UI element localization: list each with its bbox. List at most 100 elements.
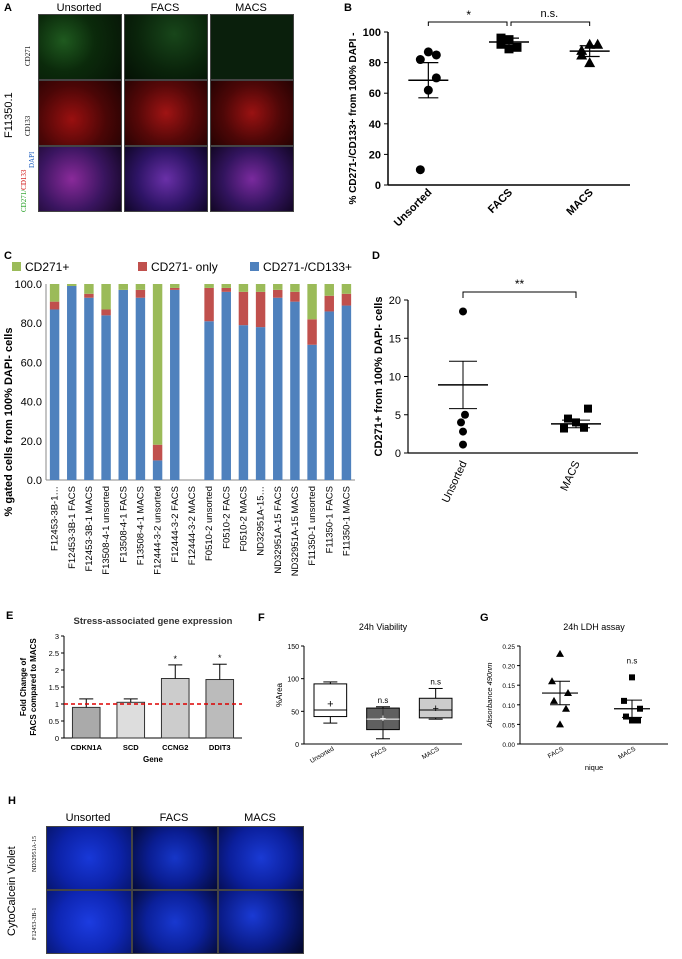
b-ytick-label: 20 <box>369 149 381 161</box>
c-bar-segment <box>341 305 352 480</box>
micrograph-h-r1-unsorted <box>46 826 132 890</box>
panel-d-chart: 0 5 10 15 20 Unsorted MACS ** CD271+ from 100% D… <box>373 277 638 505</box>
c-bar-segment <box>170 289 180 480</box>
c-bar-segment <box>255 284 266 292</box>
panel-b-chart: 0 20 40 60 80 100 Unsorted FACS MACS * n.s. % CD271… <box>348 8 630 229</box>
c-bar-segment <box>290 291 300 302</box>
panel-h-side-label: CytoCalcein Violet <box>6 846 18 936</box>
c-bar-segment <box>290 301 300 480</box>
panel-a-row-merge: CD271/CD133 <box>20 169 28 212</box>
f-ylabel: %Area <box>275 682 284 707</box>
panel-g-chart: 24h LDH assay 0.00 0.05 0.10 0.15 0.20 0.25 FAC… <box>485 622 668 772</box>
g-xtick-label: FACS <box>547 745 566 760</box>
c-xtick-label: F12444-3-2 MACS <box>187 486 198 565</box>
c-bar-segment <box>324 311 334 480</box>
c-xtick-label: F11350-1 MACS <box>341 486 352 556</box>
c-ytick-label: 40.0 <box>21 397 42 409</box>
f-xtick-label: MACS <box>421 745 441 761</box>
micrograph-merge-facs <box>124 146 208 212</box>
micrograph-h-r2-facs <box>132 890 218 954</box>
b-ytick-label: 40 <box>369 119 381 131</box>
c-bar-segment <box>238 284 249 292</box>
e-annotation: * <box>218 653 222 663</box>
panel-a-sample-label: F11350.1 <box>3 92 15 138</box>
c-bar-segment <box>135 284 146 290</box>
f-mean-marker: + <box>432 703 438 715</box>
b-point <box>415 55 425 65</box>
c-xtick-label: F11350-1 unsorted <box>307 486 318 566</box>
c-ytick-label: 0.0 <box>27 475 42 487</box>
c-bar-segment <box>290 284 300 292</box>
micrograph-h-r1-facs <box>132 826 218 890</box>
d-ytick-label: 15 <box>389 333 401 345</box>
e-xtick-label: DDIT3 <box>209 743 231 752</box>
c-bar-segment <box>170 284 180 288</box>
panel-a-row-dapi: DAPI <box>28 151 36 168</box>
d-point <box>457 418 465 427</box>
f-xtick-label: Unsorted <box>309 745 336 764</box>
c-xtick-label: ND32951A-15… <box>256 486 267 556</box>
f-ytick-label: 150 <box>287 644 299 651</box>
f-ytick-label: 0 <box>295 742 299 749</box>
b-annotation-sig: * <box>466 8 471 22</box>
panel-h-col-macs: MACS <box>244 812 276 824</box>
micrograph-cd271-facs <box>124 14 208 80</box>
c-bar-segment <box>221 287 231 292</box>
g-ytick-label: 0.25 <box>502 644 515 651</box>
panel-letter-g: G <box>480 612 489 624</box>
c-xtick-label: F0510-2 FACS <box>221 486 232 549</box>
f-mean-marker: + <box>380 713 386 725</box>
c-bar-segment <box>152 284 163 445</box>
e-ylabel-line1: Fold Change of <box>19 658 28 717</box>
c-bar-segment <box>135 297 146 480</box>
g-point <box>623 713 629 720</box>
c-bar-segment <box>152 460 163 480</box>
c-bar-segment <box>255 291 266 328</box>
e-bar <box>71 706 101 739</box>
e-title: Stress-associated gene expression <box>74 616 233 627</box>
panel-h-row-2: F12453-3B-1 <box>32 907 38 940</box>
c-bar-segment <box>49 309 60 480</box>
f-box <box>313 683 348 718</box>
panel-a-col-macs: MACS <box>235 2 267 14</box>
panel-c-chart: CD271+ CD271- only CD271-/CD133+ 0.0 20.0 40.… <box>3 260 355 576</box>
c-bar-segment <box>170 287 180 290</box>
panel-h-col-unsorted: Unsorted <box>65 812 111 824</box>
d-point <box>459 427 467 436</box>
d-ytick-label: 10 <box>389 372 401 384</box>
c-bar-segment <box>324 295 334 312</box>
b-point <box>415 165 425 175</box>
panel-a-col-facs: FACS <box>150 2 180 14</box>
e-xtick-label: CDKN1A <box>71 743 103 752</box>
d-ytick-label: 20 <box>389 295 401 307</box>
d-point <box>560 424 568 433</box>
c-xtick-label: F13508-4-1 MACS <box>135 486 146 565</box>
e-ytick-label: 1 <box>55 700 59 709</box>
g-point <box>556 720 564 728</box>
c-ytick-label: 60.0 <box>21 357 42 369</box>
c-bar-segment <box>238 325 249 480</box>
e-ytick-label: 2.5 <box>49 649 59 658</box>
micrograph-cd133-macs <box>210 80 294 146</box>
c-bar-segment <box>84 293 94 298</box>
b-point <box>496 39 506 49</box>
c-legend-swatch <box>138 262 147 271</box>
g-ylabel: Absorbance 490nm <box>485 662 494 728</box>
c-legend-swatch <box>12 262 21 271</box>
c-bar-segment <box>221 284 231 288</box>
panel-a-row-cd133: CD133 <box>24 115 32 136</box>
d-annotation-sig: ** <box>515 277 525 291</box>
e-ytick-label: 2 <box>55 666 59 675</box>
d-ylabel: CD271+ from 100% DAPI- cells <box>373 297 385 457</box>
g-point <box>556 649 564 657</box>
c-bar-segment <box>67 285 77 480</box>
c-ytick-label: 100.0 <box>14 279 42 291</box>
d-ytick-label: 5 <box>395 410 401 422</box>
c-bar-segment <box>221 291 231 480</box>
d-point <box>459 307 467 316</box>
panel-letter-c: C <box>4 250 12 262</box>
c-bar-segment <box>84 297 94 480</box>
e-ytick-label: 1.5 <box>49 683 59 692</box>
b-sig-bracket-1 <box>427 21 508 26</box>
f-ytick-label: 100 <box>287 677 299 684</box>
